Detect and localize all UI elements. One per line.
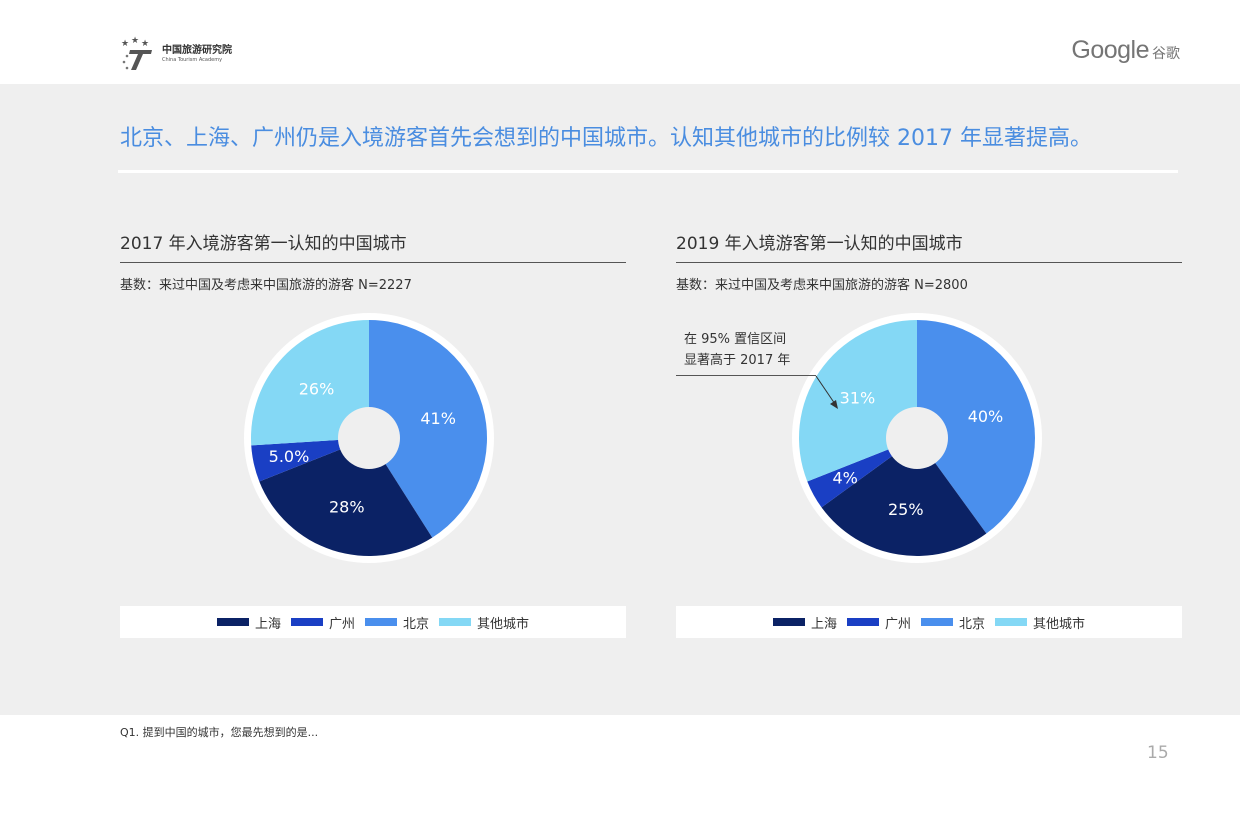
legend-swatch [290,618,323,626]
legend-label: 其他城市 [1033,616,1086,632]
legend-swatch [216,618,249,626]
legend-item-beijing: 北京 [921,613,985,632]
slice-label-other: 26% [299,380,335,399]
pie-slice-shanghai [259,438,433,556]
legend-label: 其他城市 [477,616,530,632]
pie-center-hole [886,407,948,469]
panel-title: 2017 年入境游客第一认知的中国城市 [120,229,626,263]
panel-2017: 2017 年入境游客第一认知的中国城市 基数：来过中国及考虑来中国旅游的游客 N… [120,229,626,638]
pie-slice-guangzhou [807,438,917,508]
legend-swatch [921,618,953,626]
panel-title: 2019 年入境游客第一认知的中国城市 [676,229,1182,263]
content-area: 北京、上海、广州仍是入境游客首先会想到的中国城市。认知其他城市的比例较 2017… [0,84,1240,715]
org-name-en: China Tourism Academy [162,56,223,63]
significance-annotation: 在 95% 置信区间 显著高于 2017 年 [684,329,790,371]
headline: 北京、上海、广州仍是入境游客首先会想到的中国城市。认知其他城市的比例较 2017… [120,126,1092,151]
legend: 上海 广州 北京 其他城市 [676,606,1182,638]
google-logo: Google 谷歌 [1071,36,1180,65]
legend-label: 北京 [403,616,430,632]
page-header: ★ ★ ★ 中国旅游研究院 China Tourism Academy Goog… [0,0,1240,84]
slice-label-beijing: 41% [420,409,456,428]
legend-swatch [772,618,805,626]
svg-text:★: ★ [121,39,129,49]
legend-label: 广州 [884,616,911,632]
slice-label-shanghai: 28% [329,497,365,516]
pie-slice-guangzhou [251,438,369,482]
legend-label: 上海 [810,616,837,632]
panel-base-note: 基数：来过中国及考虑来中国旅游的游客 N=2227 [120,278,412,293]
legend-item-guangzhou: 广州 [290,613,355,632]
legend-swatch [365,618,397,626]
legend-label: 北京 [959,616,986,632]
slice-label-shanghai: 25% [888,500,924,519]
legend-swatch [439,618,472,626]
slice-label-beijing: 40% [968,407,1004,426]
pie-center-hole [338,407,400,469]
legend-swatch [995,618,1028,626]
legend-item-beijing: 北京 [365,613,429,632]
annotation-underline [676,375,816,376]
legend-swatch [846,618,879,626]
legend-item-other: 其他城市 [439,613,529,632]
pie-chart-2017: 41% 28% 5.0% 26% [244,313,494,563]
legend-label: 广州 [328,616,355,632]
pie-slice-beijing [917,320,1035,534]
pie-slice-shanghai [821,438,987,556]
question-footnote: Q1. 提到中国的城市，您最先想到的是... [120,726,319,739]
annotation-line-2: 显著高于 2017 年 [684,353,791,368]
google-wordmark: Google [1071,36,1149,64]
pie-slice-beijing [369,320,487,538]
legend-label: 上海 [254,616,281,632]
legend-item-other: 其他城市 [995,613,1085,632]
legend-item-shanghai: 上海 [772,613,837,632]
headline-divider [118,170,1178,173]
pie-slice-other [251,320,369,446]
slice-label-guangzhou: 4% [832,469,857,488]
slice-label-other: 31% [840,389,876,408]
annotation-line-1: 在 95% 置信区间 [684,332,787,347]
svg-text:★: ★ [141,39,149,49]
org-name-cn: 中国旅游研究院 [162,44,232,56]
legend-item-guangzhou: 广州 [846,613,911,632]
panel-base-note: 基数：来过中国及考虑来中国旅游的游客 N=2800 [676,278,968,293]
slice-label-guangzhou: 5.0% [269,447,310,466]
china-tourism-academy-logo: ★ ★ ★ 中国旅游研究院 China Tourism Academy [118,36,232,72]
legend: 上海 广州 北京 其他城市 [120,606,626,638]
pie-chart-2019: 40% 25% 4% 31% [792,313,1042,563]
google-cn-label: 谷歌 [1152,46,1180,62]
svg-text:★: ★ [131,36,139,46]
page-number: 15 [1147,743,1169,763]
panel-2019: 2019 年入境游客第一认知的中国城市 基数：来过中国及考虑来中国旅游的游客 N… [676,229,1182,638]
academy-emblem-icon: ★ ★ ★ [121,36,152,70]
legend-item-shanghai: 上海 [216,613,281,632]
